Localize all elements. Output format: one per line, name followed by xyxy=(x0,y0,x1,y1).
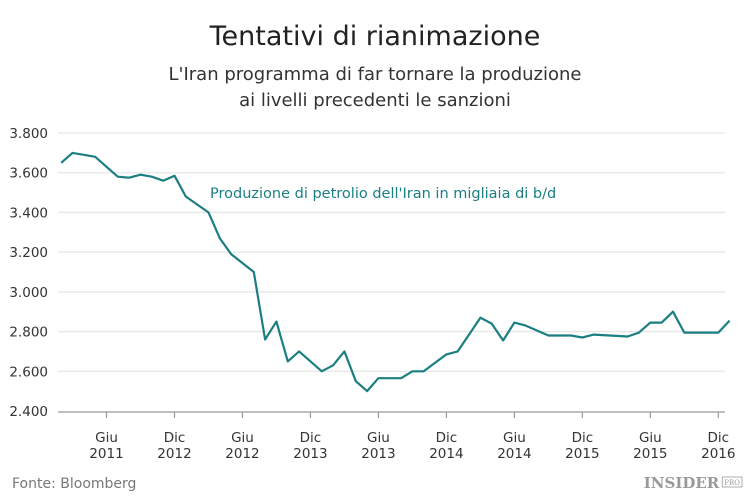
chart-subtitle-line-2: ai livelli precedenti le sanzioni xyxy=(239,90,511,111)
y-tick-label: 3.200 xyxy=(9,245,48,261)
logo-suffix: PRO xyxy=(724,479,740,487)
logo-suffix-box xyxy=(721,476,743,488)
x-axis: Giu2011Dic2012Giu2012Dic2013Giu2013Dic20… xyxy=(58,411,735,462)
y-tick-label: 2.800 xyxy=(9,325,48,341)
x-tick-label-year: 2015 xyxy=(565,446,599,462)
x-tick-label-year: 2012 xyxy=(157,446,191,462)
chart-subtitle-line-1: L'Iran programma di far tornare la produ… xyxy=(169,64,582,85)
insider-pro-logo: INSIDER PRO xyxy=(644,474,743,492)
y-tick-label: 3.800 xyxy=(9,126,48,142)
x-tick-label-month: Giu xyxy=(639,430,662,446)
x-tick-label-month: Dic xyxy=(300,430,322,446)
x-tick-label-month: Dic xyxy=(708,430,730,446)
x-tick-label-month: Giu xyxy=(367,430,390,446)
y-tick-label: 3.000 xyxy=(9,285,48,301)
x-tick-label-year: 2012 xyxy=(225,446,259,462)
y-tick-label: 3.600 xyxy=(9,166,48,182)
x-tick-label-year: 2014 xyxy=(497,446,531,462)
x-tick-label-month: Dic xyxy=(164,430,186,446)
x-tick-label-month: Giu xyxy=(503,430,526,446)
y-tick-label: 3.400 xyxy=(9,205,48,221)
x-tick-label-month: Giu xyxy=(95,430,118,446)
y-tick-label: 2.400 xyxy=(9,404,48,420)
y-tick-label: 2.600 xyxy=(9,364,48,380)
x-tick-label-month: Giu xyxy=(231,430,254,446)
y-axis: 3.800 3.600 3.400 3.200 3.000 2.800 2.600 2.400 xyxy=(9,126,48,420)
logo-main: INSIDER xyxy=(644,474,720,492)
series-line xyxy=(60,151,731,393)
source-note: Fonte: Bloomberg xyxy=(12,476,136,492)
x-tick-label-month: Dic xyxy=(436,430,458,446)
x-tick-label-year: 2014 xyxy=(429,446,463,462)
series-annotation: Produzione di petrolio dell'Iran in migl… xyxy=(210,186,556,202)
grid xyxy=(58,132,725,372)
x-tick-label-year: 2013 xyxy=(293,446,327,462)
x-tick-label-year: 2013 xyxy=(361,446,395,462)
x-tick-label-year: 2011 xyxy=(89,446,123,462)
x-tick-label-year: 2016 xyxy=(701,446,735,462)
chart-title: Tentativi di rianimazione xyxy=(209,21,541,52)
x-tick-label-month: Dic xyxy=(572,430,594,446)
x-tick-label-year: 2015 xyxy=(633,446,667,462)
